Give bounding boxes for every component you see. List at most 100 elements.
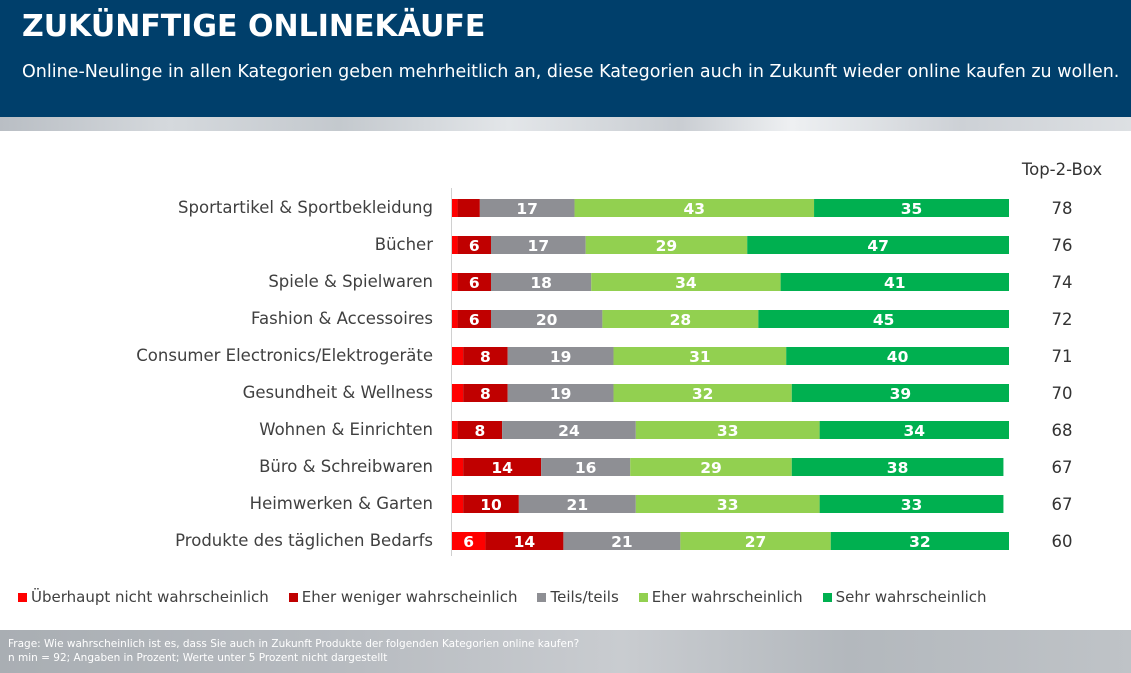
bar-row-sportartikel-sportbekleidung: Sportartikel & Sportbekleidung 17 43 35 78 — [178, 198, 1072, 218]
data-label: 16 — [575, 459, 597, 477]
legend-label: Teils/teils — [550, 588, 619, 606]
bar-segment-eher-weniger-wahrscheinlich — [457, 236, 491, 254]
bar-segment-sehr-wahrscheinlich — [747, 236, 1009, 254]
category-label: Spiele & Spielwaren — [268, 272, 433, 291]
bar-segment-sehr-wahrscheinlich — [758, 310, 1009, 328]
bar-segment-eher-wahrscheinlich — [574, 199, 815, 217]
data-label: 17 — [516, 200, 538, 218]
data-label: 19 — [550, 348, 572, 366]
data-label: 38 — [887, 459, 909, 477]
data-label: 6 — [469, 237, 480, 255]
top2box-value: 74 — [1052, 273, 1073, 292]
bar-segment-teils-teils — [507, 347, 614, 365]
bar-segment-uberhaupt-nicht-wahrscheinlich — [452, 384, 464, 402]
bar-row-consumer-electronics-elektrogerate: Consumer Electronics/Elektrogeräte 8 19 31 4… — [136, 346, 1072, 366]
data-label: 21 — [611, 533, 633, 551]
top2box-value: 72 — [1052, 310, 1073, 329]
legend-item-sehr: Sehr wahrscheinlich — [822, 588, 987, 606]
page-subtitle: Online-Neulinge in allen Kategorien gebe… — [22, 62, 1120, 82]
category-label: Bücher — [375, 235, 433, 254]
data-label: 8 — [480, 348, 491, 366]
bar-segment-eher-wahrscheinlich — [635, 421, 820, 439]
data-label: 32 — [909, 533, 931, 551]
data-label: 18 — [530, 274, 552, 292]
data-label: 29 — [700, 459, 722, 477]
bar-segment-teils-teils — [479, 199, 575, 217]
bar-segment-eher-wahrscheinlich — [585, 236, 748, 254]
top2box-value: 68 — [1052, 421, 1073, 440]
category-label: Consumer Electronics/Elektrogeräte — [136, 346, 433, 365]
data-label: 33 — [901, 496, 923, 514]
bar-segment-eher-wahrscheinlich — [613, 347, 787, 365]
data-label: 43 — [684, 200, 706, 218]
legend-label: Eher weniger wahrscheinlich — [301, 588, 518, 606]
data-label: 33 — [717, 496, 739, 514]
data-label: 29 — [656, 237, 678, 255]
chart-legend: Überhaupt nicht wahrscheinlich Eher weni… — [18, 588, 1007, 606]
legend-swatch — [537, 592, 547, 602]
bar-segment-uberhaupt-nicht-wahrscheinlich — [452, 273, 458, 291]
bar-segment-eher-weniger-wahrscheinlich — [485, 532, 564, 550]
bar-segment-sehr-wahrscheinlich — [819, 421, 1009, 439]
bar-row-bucher: Bücher 6 17 29 47 76 — [375, 235, 1073, 255]
bar-segment-sehr-wahrscheinlich — [830, 532, 1009, 550]
bar-segment-uberhaupt-nicht-wahrscheinlich — [452, 236, 458, 254]
bar-segment-uberhaupt-nicht-wahrscheinlich — [452, 421, 458, 439]
category-label: Heimwerken & Garten — [250, 494, 433, 513]
legend-item-eher: Eher wahrscheinlich — [638, 588, 803, 606]
bar-segment-eher-wahrscheinlich — [680, 532, 831, 550]
data-label: 20 — [536, 311, 558, 329]
bar-segment-eher-weniger-wahrscheinlich — [463, 495, 519, 513]
data-label: 14 — [514, 533, 536, 551]
top2box-value: 67 — [1052, 458, 1073, 477]
category-label: Fashion & Accessoires — [251, 309, 433, 328]
bar-segment-teils-teils — [518, 495, 636, 513]
data-label: 39 — [890, 385, 912, 403]
legend-swatch — [18, 592, 27, 602]
category-label: Sportartikel & Sportbekleidung — [178, 198, 433, 217]
data-label: 21 — [567, 496, 589, 514]
bar-segment-teils-teils — [563, 532, 681, 550]
bar-segment-eher-wahrscheinlich — [630, 458, 792, 476]
footer-note: Frage: Wie wahrscheinlich ist es, dass S… — [0, 630, 1131, 673]
data-label: 6 — [469, 274, 480, 292]
bar-segment-sehr-wahrscheinlich — [791, 384, 1009, 402]
bar-segment-uberhaupt-nicht-wahrscheinlich — [452, 532, 486, 550]
data-label: 8 — [480, 385, 491, 403]
data-label: 47 — [867, 237, 889, 255]
data-label: 8 — [474, 422, 485, 440]
legend-swatch — [638, 592, 648, 602]
bar-segment-uberhaupt-nicht-wahrscheinlich — [452, 495, 464, 513]
category-label: Büro & Schreibwaren — [259, 457, 433, 476]
footer-sample-note: n min = 92; Angaben in Prozent; Werte un… — [8, 652, 388, 664]
bar-segment-sehr-wahrscheinlich — [814, 199, 1009, 217]
category-label: Wohnen & Einrichten — [259, 420, 433, 439]
bar-segment-eher-weniger-wahrscheinlich — [457, 310, 491, 328]
bar-segment-sehr-wahrscheinlich — [819, 495, 1004, 513]
data-label: 28 — [670, 311, 692, 329]
bar-segment-eher-weniger-wahrscheinlich — [457, 273, 491, 291]
bar-segment-uberhaupt-nicht-wahrscheinlich — [452, 347, 464, 365]
bar-row-heimwerken-garten: Heimwerken & Garten 10 21 33 33 67 — [250, 494, 1073, 514]
bar-segment-eher-weniger-wahrscheinlich — [457, 421, 503, 439]
data-label: 14 — [491, 459, 513, 477]
bar-segment-teils-teils — [490, 273, 592, 291]
bar-segment-teils-teils — [541, 458, 631, 476]
top2box-header: Top-2-Box — [1021, 160, 1103, 179]
bar-segment-eher-wahrscheinlich — [602, 310, 759, 328]
top2box-value: 60 — [1052, 532, 1073, 551]
data-label: 34 — [904, 422, 926, 440]
legend-label: Sehr wahrscheinlich — [835, 588, 987, 606]
legend-item-teils: Teils/teils — [537, 588, 619, 606]
bar-segment-sehr-wahrscheinlich — [786, 347, 1009, 365]
data-label: 6 — [463, 533, 474, 551]
legend-swatch — [288, 592, 298, 602]
bar-segment-teils-teils — [490, 236, 586, 254]
footer-question: Frage: Wie wahrscheinlich ist es, dass S… — [8, 638, 580, 650]
bar-segment-eher-wahrscheinlich — [635, 495, 820, 513]
bar-segment-uberhaupt-nicht-wahrscheinlich — [452, 458, 464, 476]
data-label: 31 — [689, 348, 711, 366]
data-label: 24 — [558, 422, 580, 440]
bar-segment-teils-teils — [502, 421, 636, 439]
page-title: ZUKÜNFTIGE ONLINEKÄUFE — [22, 9, 486, 44]
